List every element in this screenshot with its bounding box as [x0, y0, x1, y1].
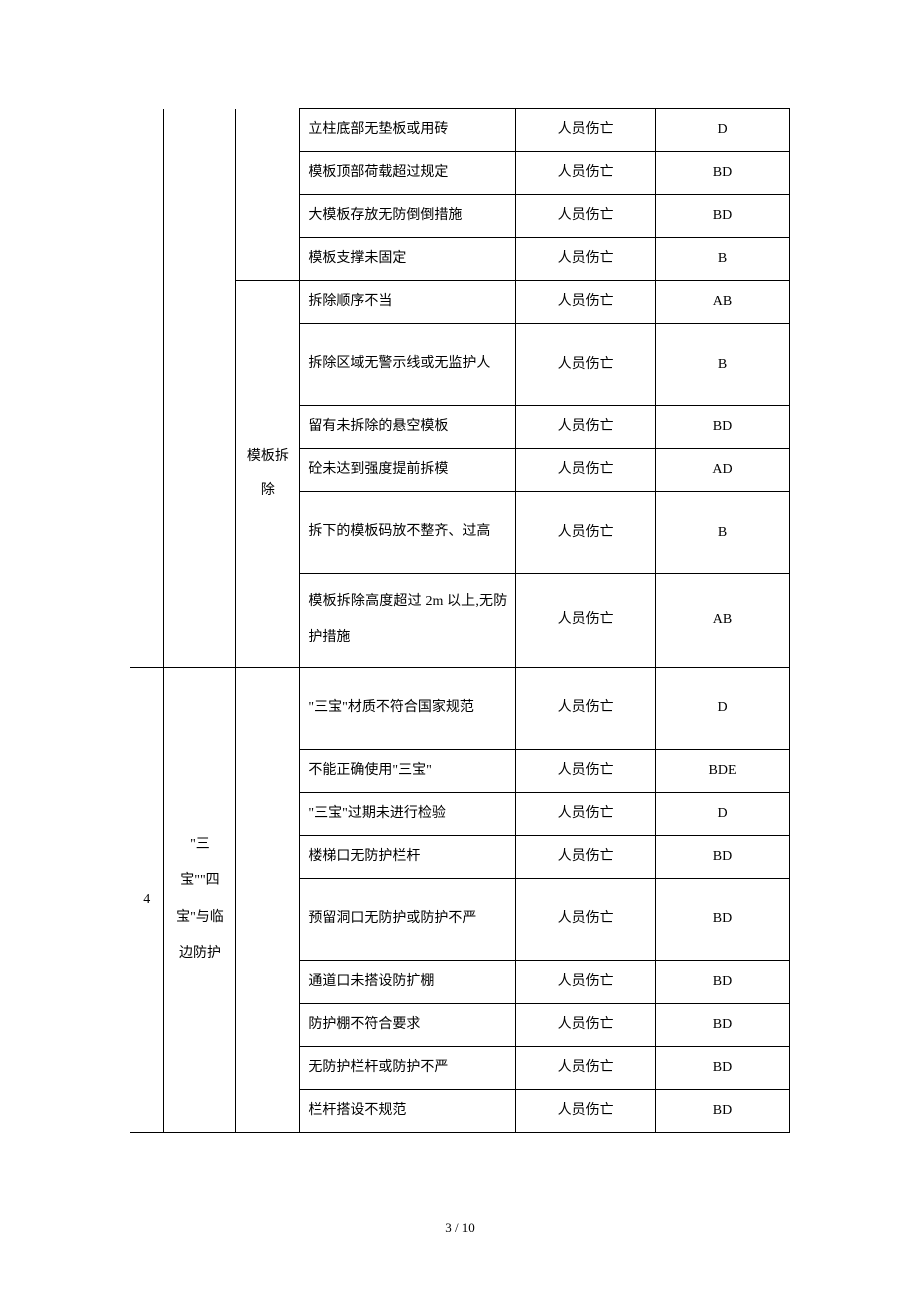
consequence-cell: 人员伤亡	[516, 792, 656, 835]
consequence-cell: 人员伤亡	[516, 960, 656, 1003]
consequence-cell: 人员伤亡	[516, 238, 656, 281]
consequence-cell: 人员伤亡	[516, 574, 656, 668]
grade-cell: B	[656, 324, 790, 406]
desc-cell: 通道口未搭设防扩棚	[300, 960, 516, 1003]
subcategory-cell-continued	[236, 109, 300, 281]
desc-cell: 楼梯口无防护栏杆	[300, 835, 516, 878]
grade-cell: BD	[656, 152, 790, 195]
category-cell: "三宝""四宝"与临边防护	[164, 667, 236, 1132]
desc-cell: 拆下的模板码放不整齐、过高	[300, 492, 516, 574]
grade-cell: D	[656, 792, 790, 835]
desc-cell: 拆除顺序不当	[300, 281, 516, 324]
subcategory-cell: 模板拆除	[236, 281, 300, 668]
consequence-cell: 人员伤亡	[516, 667, 656, 749]
desc-cell: 拆除区域无警示线或无监护人	[300, 324, 516, 406]
grade-cell: BD	[656, 1089, 790, 1132]
index-cell: 4	[130, 667, 164, 1132]
desc-cell: 无防护栏杆或防护不严	[300, 1046, 516, 1089]
grade-cell: D	[656, 109, 790, 152]
desc-cell: "三宝"过期未进行检验	[300, 792, 516, 835]
consequence-cell: 人员伤亡	[516, 1089, 656, 1132]
grade-cell: AB	[656, 574, 790, 668]
consequence-cell: 人员伤亡	[516, 152, 656, 195]
grade-cell: BD	[656, 835, 790, 878]
desc-cell: "三宝"材质不符合国家规范	[300, 667, 516, 749]
consequence-cell: 人员伤亡	[516, 1003, 656, 1046]
grade-cell: D	[656, 667, 790, 749]
desc-cell: 栏杆搭设不规范	[300, 1089, 516, 1132]
grade-cell: B	[656, 492, 790, 574]
desc-cell: 立柱底部无垫板或用砖	[300, 109, 516, 152]
grade-cell: BD	[656, 406, 790, 449]
grade-cell: AD	[656, 449, 790, 492]
desc-cell: 模板顶部荷载超过规定	[300, 152, 516, 195]
desc-cell: 留有未拆除的悬空模板	[300, 406, 516, 449]
grade-cell: BD	[656, 878, 790, 960]
desc-cell: 砼未达到强度提前拆模	[300, 449, 516, 492]
grade-cell: BD	[656, 1003, 790, 1046]
hazard-table: 立柱底部无垫板或用砖 人员伤亡 D 模板顶部荷载超过规定 人员伤亡 BD 大模板…	[130, 108, 790, 1133]
consequence-cell: 人员伤亡	[516, 195, 656, 238]
consequence-cell: 人员伤亡	[516, 749, 656, 792]
desc-cell: 大模板存放无防倒倒措施	[300, 195, 516, 238]
desc-cell: 防护棚不符合要求	[300, 1003, 516, 1046]
page-number: 3 / 10	[0, 1220, 920, 1236]
consequence-cell: 人员伤亡	[516, 878, 656, 960]
grade-cell: BDE	[656, 749, 790, 792]
consequence-cell: 人员伤亡	[516, 449, 656, 492]
desc-cell: 预留洞口无防护或防护不严	[300, 878, 516, 960]
grade-cell: AB	[656, 281, 790, 324]
consequence-cell: 人员伤亡	[516, 406, 656, 449]
index-cell-continued	[130, 109, 164, 668]
grade-cell: BD	[656, 1046, 790, 1089]
consequence-cell: 人员伤亡	[516, 835, 656, 878]
desc-cell: 模板拆除高度超过 2m 以上,无防护措施	[300, 574, 516, 668]
grade-cell: BD	[656, 195, 790, 238]
subcategory-cell-empty	[236, 667, 300, 1132]
consequence-cell: 人员伤亡	[516, 324, 656, 406]
grade-cell: B	[656, 238, 790, 281]
consequence-cell: 人员伤亡	[516, 492, 656, 574]
consequence-cell: 人员伤亡	[516, 1046, 656, 1089]
desc-cell: 模板支撑未固定	[300, 238, 516, 281]
consequence-cell: 人员伤亡	[516, 281, 656, 324]
consequence-cell: 人员伤亡	[516, 109, 656, 152]
desc-cell: 不能正确使用"三宝"	[300, 749, 516, 792]
category-cell-continued	[164, 109, 236, 668]
grade-cell: BD	[656, 960, 790, 1003]
